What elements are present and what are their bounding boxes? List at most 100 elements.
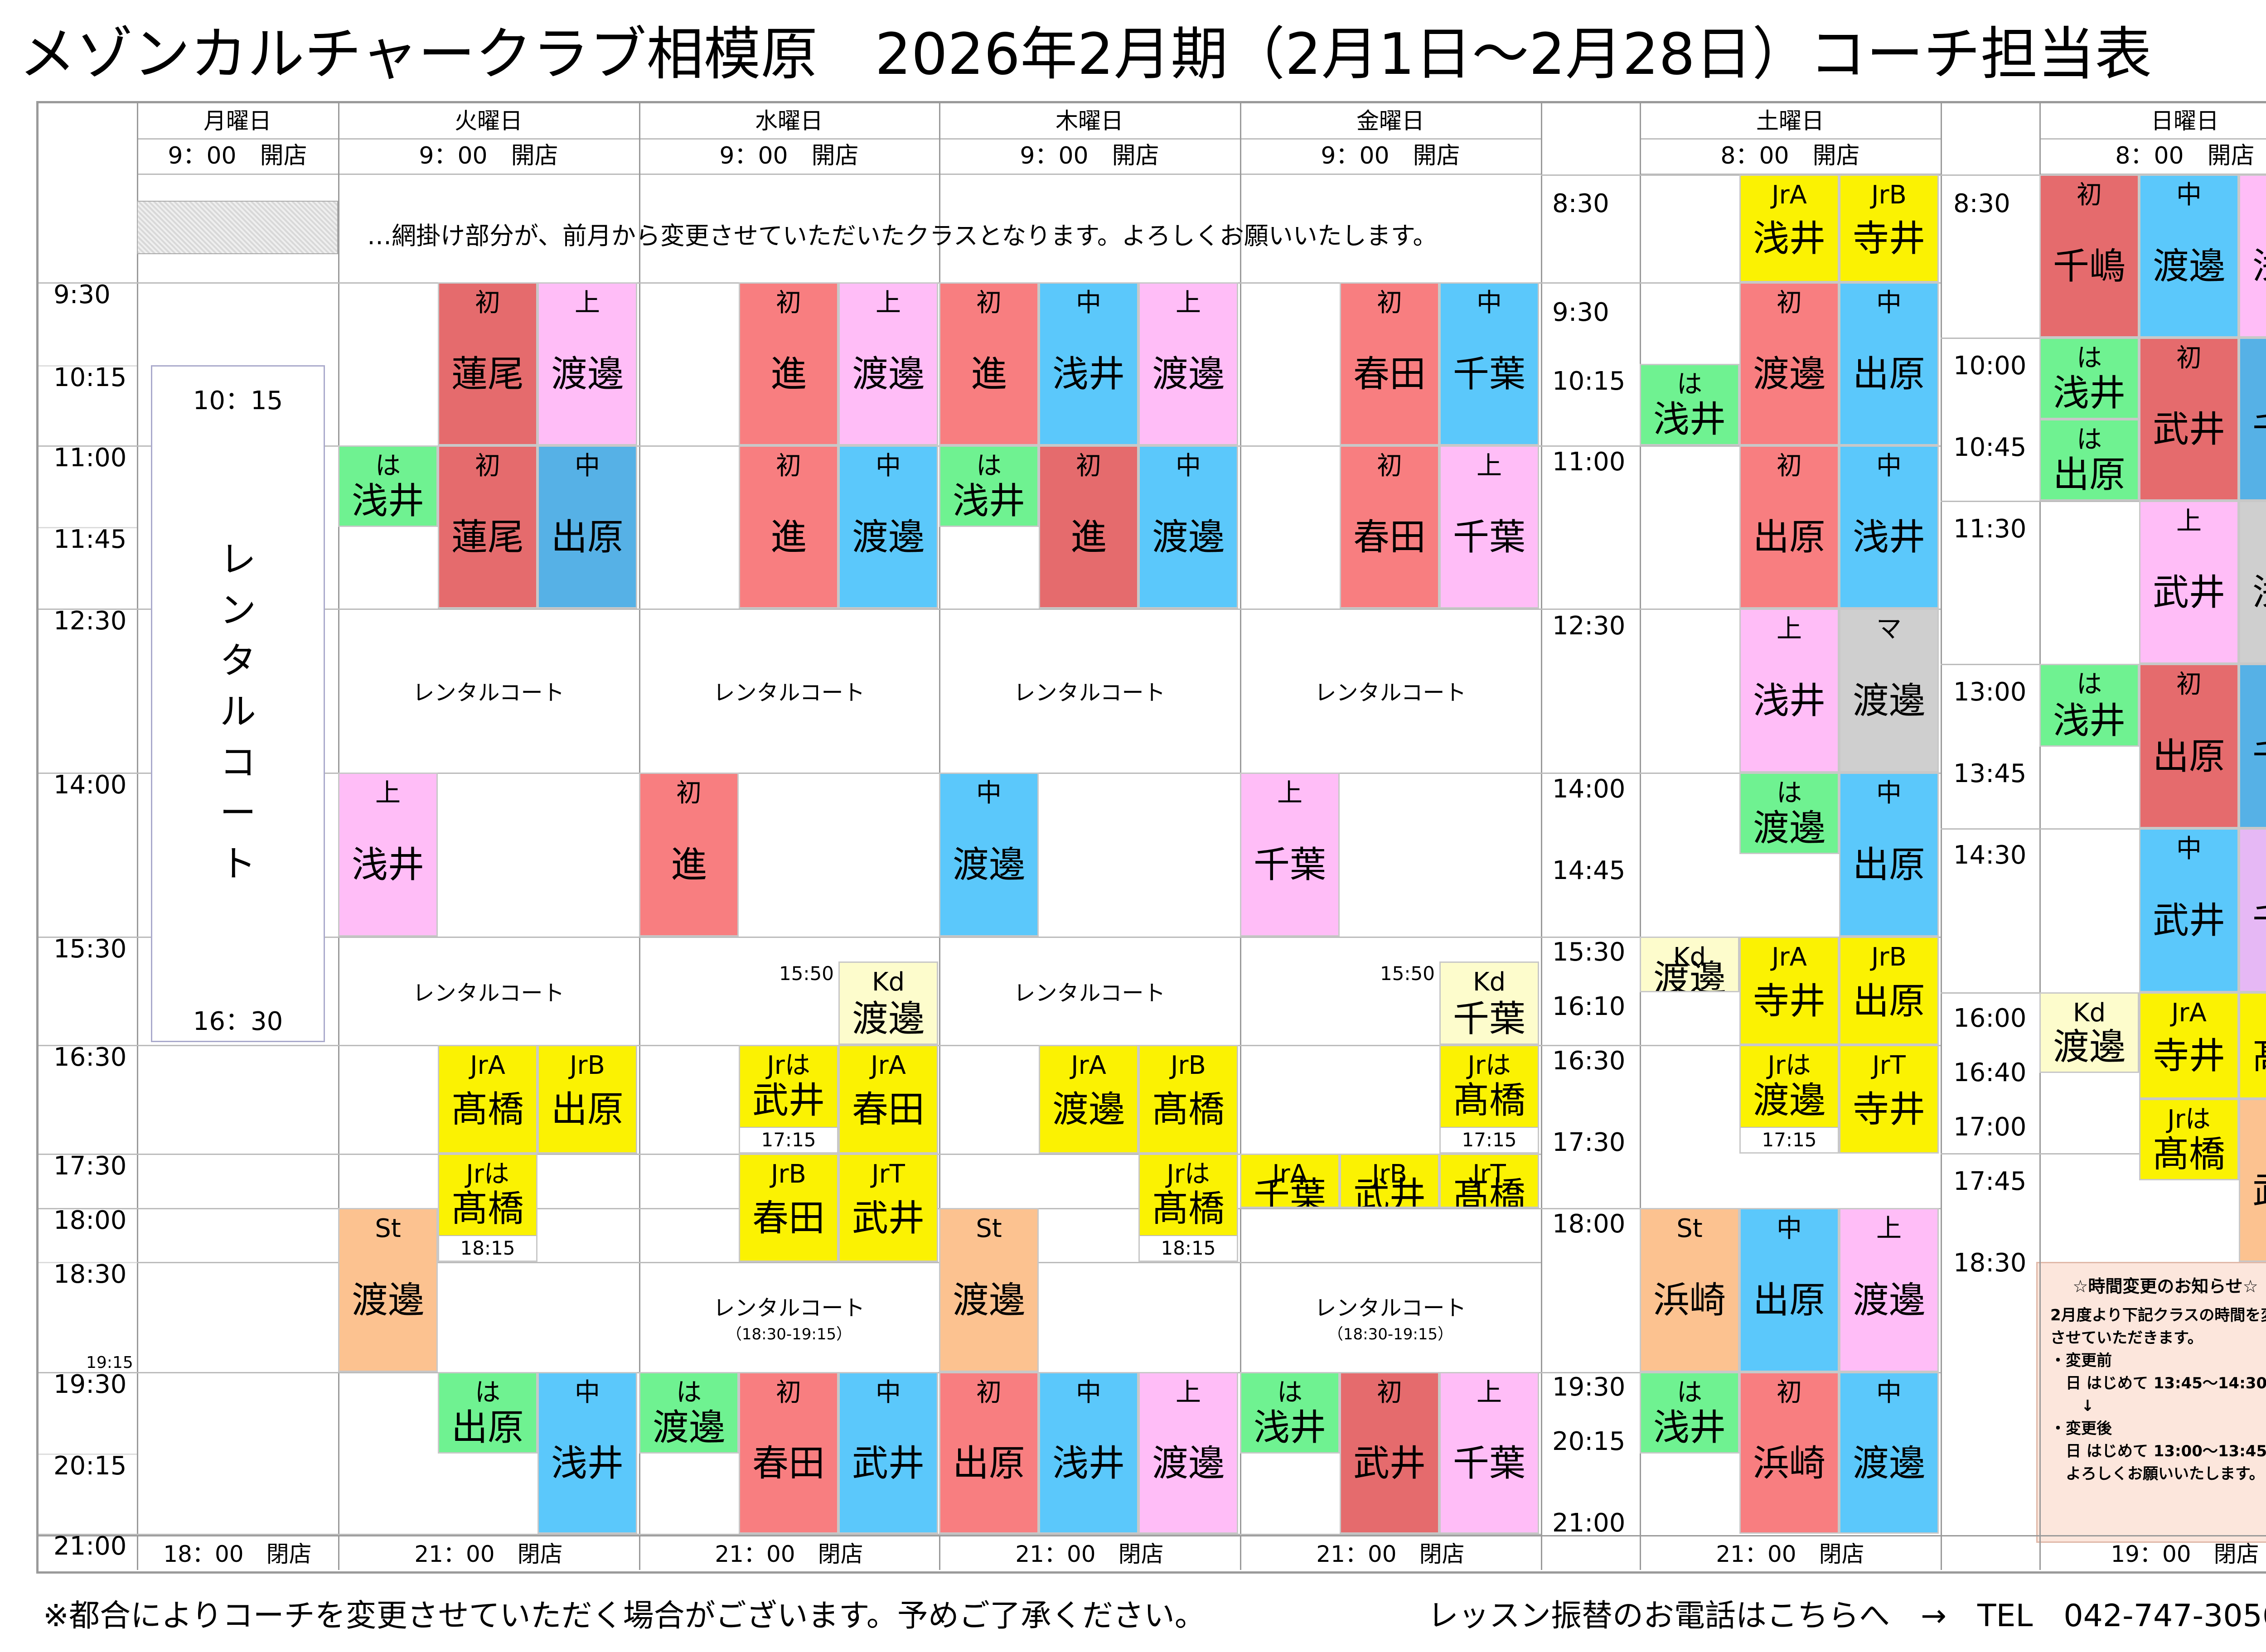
time-label: 11:00 (1552, 447, 1626, 477)
coach-name: 寺井 (2153, 1034, 2225, 1077)
class-start-time: 15:50 (779, 962, 834, 985)
time-label: 14:30 (1953, 840, 2027, 870)
class-level: JrA (871, 1051, 906, 1080)
grid-line (1640, 174, 1941, 175)
class-level: Kd (2072, 998, 2106, 1028)
rental-court-label: レンタルコート (1013, 680, 1166, 705)
coach-name: 渡邊 (953, 844, 1025, 886)
coach-name: 浅井 (1853, 516, 1925, 558)
class-cell: 上渡邊 (1138, 282, 1238, 445)
time-label: 13:00 (1953, 677, 2027, 707)
grid-line (39, 1454, 137, 1455)
class-level: 上 (1477, 1378, 1502, 1407)
class-level: JrA (2171, 998, 2207, 1028)
class-cell: Kd 千葉 (1439, 961, 1539, 1045)
coach-name: 浅井 (1052, 353, 1125, 395)
class-level: 初 (1777, 1378, 1802, 1407)
closing-time: 19：00 閉店 (2111, 1541, 2259, 1567)
coach-name: 渡邊 (653, 1406, 725, 1449)
class-level: JrB (771, 1159, 806, 1189)
class-level: 上 (2240, 833, 2266, 865)
class-cell: は渡邊 (1739, 773, 1839, 854)
class-level: 中 (1777, 1214, 1802, 1243)
coach-name: 渡邊 (1653, 957, 1726, 992)
time-label: 9:30 (53, 280, 111, 309)
class-level: 中 (2240, 343, 2266, 374)
class-level: 初 (776, 451, 801, 481)
coach-name: 浅井 (953, 480, 1025, 522)
class-cell: 初春田 (1340, 282, 1439, 445)
grid-line (39, 609, 1541, 610)
class-cell: 中浅井 (1039, 282, 1138, 445)
class-cell: JrT 寺井 (1839, 1045, 1939, 1154)
class-cell: 上渡邊 (1138, 1372, 1238, 1534)
class-cell: は浅井 (338, 445, 438, 527)
grid-line (2039, 103, 2041, 1570)
coach-name: 春田 (852, 1088, 925, 1130)
rental-court: レンタルコート (1240, 609, 1541, 773)
coach-name: 寺井 (1853, 217, 1925, 260)
coach-name: 渡邊 (1753, 353, 1825, 395)
class-cell: JrB 出原 (1839, 937, 1939, 1045)
class-cell: 初出原 (939, 1372, 1039, 1534)
coach-name: 千葉 (1453, 516, 1525, 558)
time-label: 11:00 (53, 443, 127, 473)
coach-name: 出原 (551, 516, 624, 558)
class-cell: 上千葉 (1240, 773, 1340, 937)
class-cell: 上浅井 (1739, 609, 1839, 773)
class-cell: JrA 渡邊 (1039, 1045, 1138, 1154)
class-cell: 中渡邊 (939, 773, 1039, 937)
closing-time: 21：00 閉店 (1716, 1541, 1864, 1567)
coach-name: 出原 (451, 1406, 524, 1449)
coach-name: 出原 (1853, 353, 1925, 395)
class-cell: JrB 寺井 (1839, 174, 1939, 282)
rental-court-label: レンタルコート (412, 980, 565, 1006)
class-level: は (676, 1378, 702, 1407)
coach-name: 進 (971, 353, 1007, 395)
class-cell: 初千嶋 (2039, 174, 2139, 338)
class-cell: 中千嶋 (2239, 338, 2266, 501)
coach-name: 浅井 (551, 1442, 624, 1484)
time-label: 10:15 (1552, 367, 1626, 396)
notice-line: ・変更前 (2050, 1352, 2112, 1370)
class-cell: 初進 (939, 282, 1039, 445)
class-level: Kd (872, 967, 905, 997)
coach-name: 進 (671, 844, 707, 886)
rental-court-label: レンタルコート (713, 1295, 865, 1321)
class-level: Jrは (1767, 1051, 1811, 1080)
schedule-grid (36, 101, 2266, 1574)
coach-name: 渡邊 (1853, 1442, 1925, 1484)
rental-court: レンタルコート (639, 609, 939, 773)
coach-name: 武井 (752, 1079, 825, 1121)
class-cell: 上渡邊 (838, 282, 938, 445)
class-cell: 中千葉 (1439, 282, 1539, 445)
class-cell: 初武井 (1340, 1372, 1439, 1534)
class-level: JrA (1772, 942, 1807, 972)
opening-time: 8：00 開店 (1720, 142, 1860, 169)
class-cell: Kd 渡邊 (2039, 992, 2139, 1073)
class-cell: Jrは 髙橋 17:15 (1439, 1045, 1539, 1154)
day-name: 水曜日 (755, 108, 823, 134)
class-level: 初 (976, 288, 1002, 318)
class-level: 上 (1477, 451, 1502, 481)
coach-name: 春田 (752, 1197, 825, 1239)
rental-court: レンタルコート （18:30-19:15） (639, 1262, 939, 1372)
coach-name: 浅井 (352, 844, 424, 886)
time-label: 16:40 (1953, 1058, 2027, 1087)
opening-time: 8：00 開店 (2115, 142, 2255, 169)
rental-court-label: レンタルコート (1314, 1295, 1467, 1321)
class-level: 中 (976, 778, 1002, 808)
class-cell: 中出原 (1739, 1208, 1839, 1372)
coach-name: 浅井 (1653, 398, 1726, 440)
coach-name: 春田 (1353, 516, 1426, 558)
class-cell: JrA 春田 (838, 1045, 938, 1154)
class-cell: 初進 (639, 773, 739, 937)
time-label: 21:00 (1552, 1508, 1626, 1538)
closing-time: 21：00 閉店 (715, 1541, 863, 1567)
class-level: St (2240, 1104, 2266, 1135)
class-cell: 中千嶋 (2239, 664, 2266, 828)
time-label: 19:30 (53, 1370, 127, 1399)
coach-name: 渡邊 (1052, 1088, 1125, 1130)
class-level: 中 (1876, 778, 1902, 808)
class-level: JrB (2240, 997, 2266, 1029)
